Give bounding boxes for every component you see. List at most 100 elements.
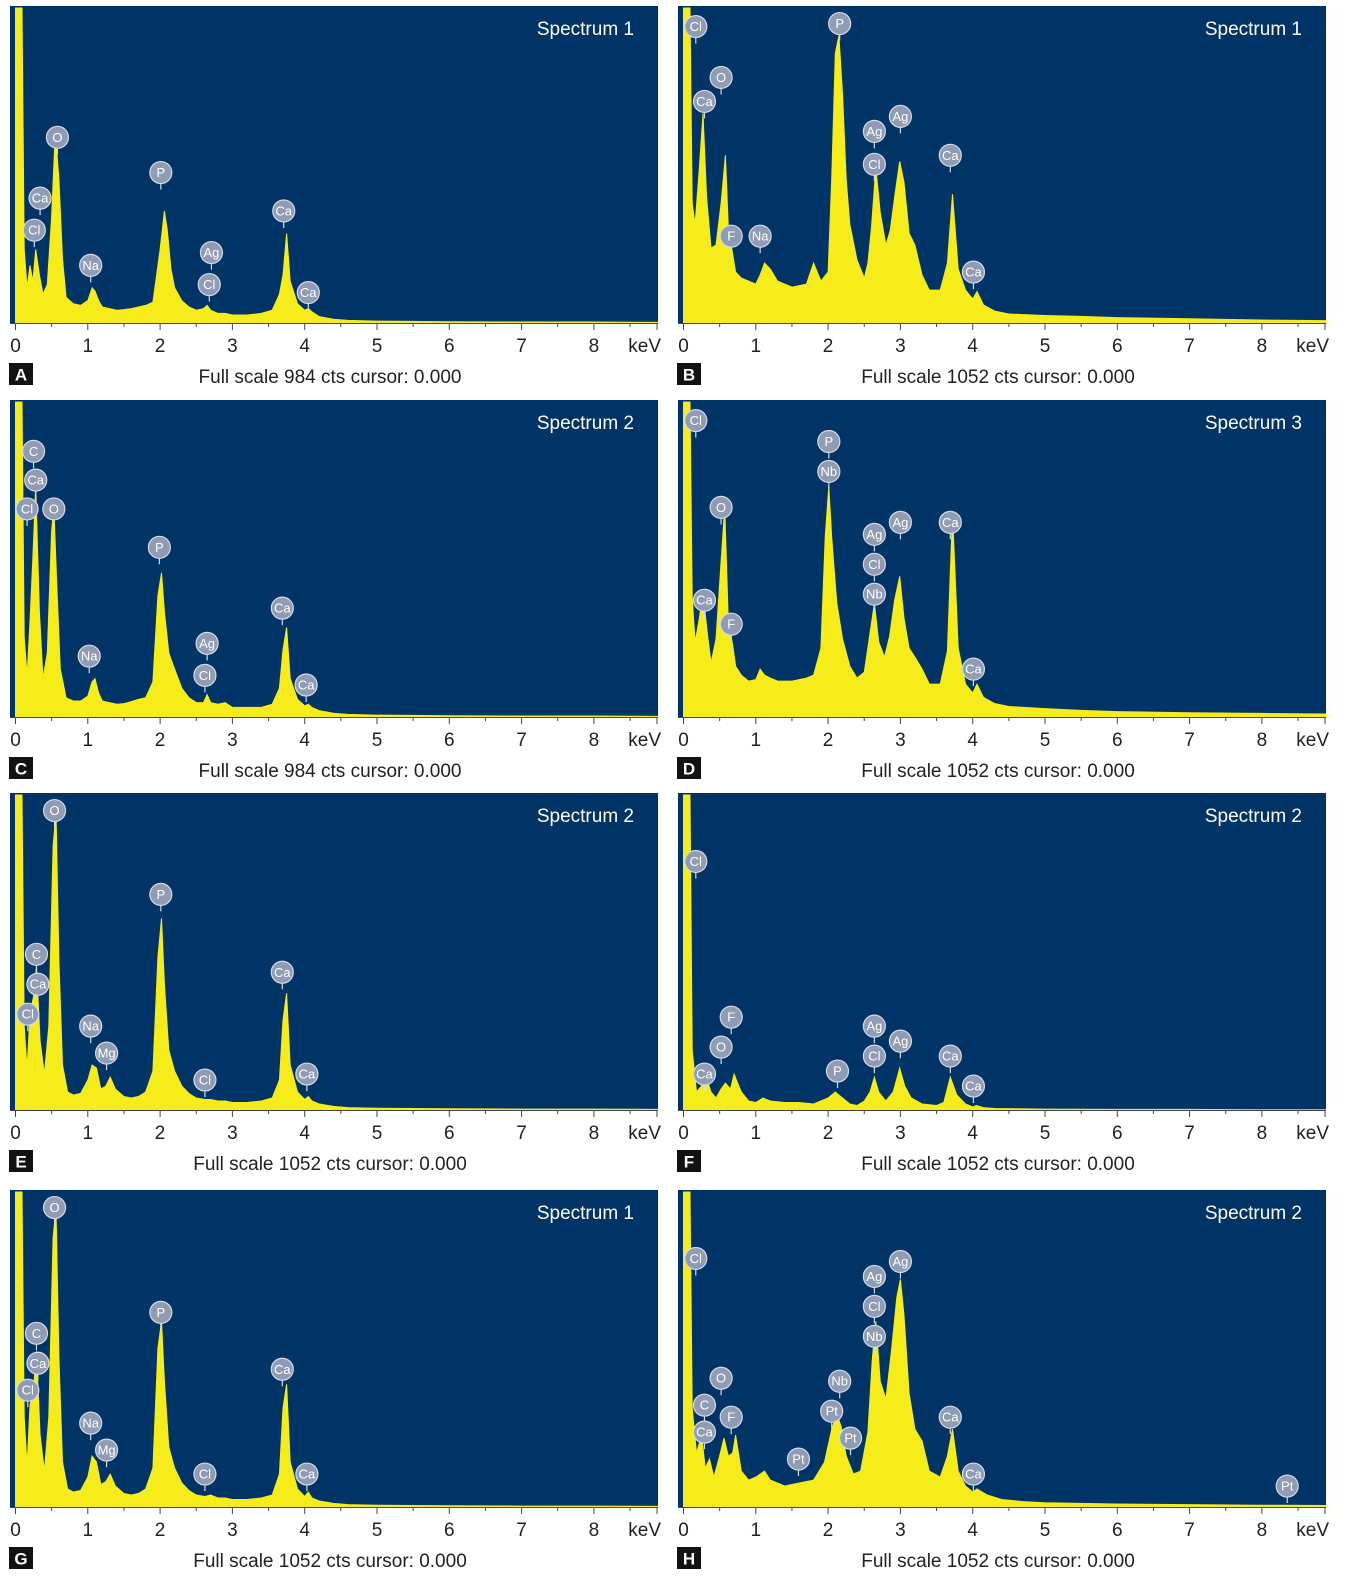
x-tick-label: 2 [823,1123,834,1144]
plot-area [10,1190,658,1507]
element-marker-label: Nb [821,464,838,479]
x-tick-label: 8 [1257,1520,1268,1541]
element-marker: Nb [862,582,886,612]
element-marker-label: O [716,500,726,515]
element-marker: Na [77,644,101,674]
element-marker-label: Cl [868,557,880,572]
x-axis: 0 1 2 3 4 5 6 7 8 keV [10,1507,661,1541]
element-marker: Cl [684,1246,708,1276]
element-marker: Ag [862,119,886,149]
element-marker: Ca [270,960,294,990]
x-tick-label: 2 [155,1520,166,1541]
x-tick-label: 4 [967,1123,978,1144]
element-marker-label: Ca [298,677,315,692]
x-tick-label: 3 [895,1123,906,1144]
element-marker-label: Ag [199,636,215,651]
element-marker-label: Na [82,1416,99,1431]
element-marker-label: Pt [792,1452,805,1467]
element-marker-label: Cl [868,157,880,172]
element-marker-label: O [716,70,726,85]
spectrum-series [15,794,659,1111]
x-tick-label: 8 [1257,730,1268,751]
element-marker: Ag [862,1014,886,1044]
element-marker-label: O [49,1200,59,1215]
full-scale-caption: Full scale 1052 cts cursor: 0.000 [193,1154,467,1175]
element-marker-label: Ca [942,1410,959,1425]
element-marker-label: Ca [30,977,47,992]
element-marker-label: Nb [866,1329,883,1344]
element-marker-label: P [824,434,833,449]
x-tick-label: 4 [299,1123,310,1144]
element-marker: Ca [938,510,962,540]
element-marker: P [817,429,841,459]
element-marker-label: Ag [892,1034,908,1049]
element-marker: Cl [193,663,217,693]
element-marker-label: F [727,1010,735,1025]
element-marker-label: Ca [27,473,44,488]
full-scale-caption: Full scale 984 cts cursor: 0.000 [199,367,462,388]
x-tick-label: 7 [516,1520,527,1541]
element-marker-label: Cl [690,1251,702,1266]
element-marker-label: P [156,165,165,180]
x-tick-label: 5 [372,730,383,751]
element-marker: Ag [199,240,224,270]
spectrum-panel-E: Spectrum 2 O C Ca Cl Na Mg P Cl Ca Ca 0 1 2 3 4 5 6 7 8 keV E… [9,793,661,1175]
element-marker-label: Ca [275,203,292,218]
x-tick-label: 5 [1040,730,1051,751]
element-marker-label: P [156,1305,165,1320]
element-marker: Ca [692,1062,717,1092]
x-tick-label: 0 [678,1123,689,1144]
x-tick-label: 8 [589,336,600,357]
element-marker: Cl [684,408,708,438]
x-tick-label: 1 [83,730,94,751]
element-marker-label: Ca [32,191,49,206]
element-marker: Ca [294,673,318,702]
element-marker-label: Ca [274,1362,291,1377]
element-marker-label: Cl [199,1073,211,1088]
x-tick-label: 2 [155,1123,166,1144]
x-tick-label: 0 [678,730,689,751]
element-marker-label: Cl [22,1383,34,1398]
svg-text:F: F [684,1153,694,1172]
x-tick-label: 7 [516,1123,527,1144]
element-marker: Ca [961,1074,986,1104]
spectrum-series [15,401,659,718]
element-marker-label: O [716,1040,726,1055]
element-marker: F [719,1405,743,1435]
x-axis-unit: keV [1296,1520,1329,1541]
x-tick-label: 1 [83,1520,94,1541]
element-marker-label: Ca [942,515,959,530]
element-marker-label: P [156,887,165,902]
element-marker-label: Mg [98,1046,116,1061]
element-marker-label: Ca [965,1467,982,1482]
plot-area [678,6,1326,323]
x-axis: 0 1 2 3 4 5 6 7 8 keV [678,717,1329,751]
element-marker: Ca [270,596,294,626]
element-marker: P [149,160,173,190]
x-tick-label: 5 [372,1520,383,1541]
x-tick-label: 6 [444,1520,455,1541]
panel-label: G [9,1547,33,1569]
element-marker: O [709,495,733,525]
element-marker: Na [79,1411,103,1441]
element-marker: Ca [295,1462,319,1492]
element-marker-label: Ca [696,1067,713,1082]
element-marker: Ca [938,1044,962,1074]
element-marker: F [719,224,743,254]
x-axis: 0 1 2 3 4 5 6 7 8 keV [678,1110,1329,1144]
spectrum-title: Spectrum 3 [1205,413,1302,434]
spectrum-series [15,7,659,324]
panel-label: E [9,1150,33,1172]
element-marker: F [719,612,743,642]
element-marker-label: Pt [844,1431,857,1446]
spectrum-panel-C: Spectrum 2 C Ca Cl O Na P Ag Cl Ca Ca 0 1 2 3 4 5 6 7 8 keV C… [9,400,661,782]
x-axis-unit: keV [628,730,661,751]
full-scale-caption: Full scale 1052 cts cursor: 0.000 [861,761,1135,782]
x-tick-label: 6 [1112,336,1123,357]
element-marker-label: Ca [696,593,713,608]
element-marker: O [709,1366,733,1396]
plot-area [678,400,1326,717]
element-marker-label: P [835,16,844,31]
element-marker: Cl [193,1462,217,1492]
element-marker: P [149,1300,173,1330]
